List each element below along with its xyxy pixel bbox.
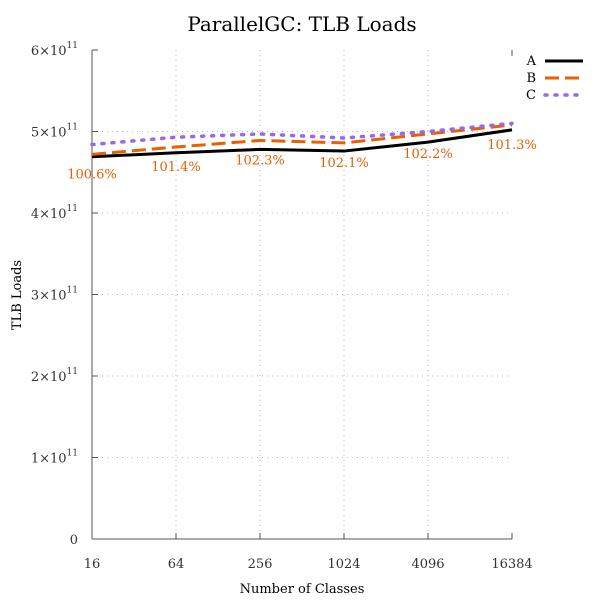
x-axis-label: Number of Classes [240,582,365,597]
x-tick-label: 1024 [327,557,360,572]
x-tick-label: 256 [248,557,273,572]
grid-lines [92,50,512,539]
annotation-label: 102.1% [319,156,369,171]
x-tick-label: 4096 [411,557,444,572]
annotation-label: 100.6% [67,167,117,182]
x-tick-label: 64 [168,557,185,572]
annotation-label: 102.2% [403,147,453,162]
y-tick-label: 0 [70,533,78,548]
x-tick-label: 16384 [491,557,532,572]
legend-label-b: B [526,71,536,86]
annotations: 100.6% 101.4% 102.3% 102.1% 102.2% 101.3% [67,138,537,182]
y-tick-label: 4×1011 [31,204,78,222]
annotation-label: 101.4% [151,160,201,175]
legend-label-a: A [526,54,537,69]
y-tick-label: 2×1011 [31,367,78,385]
legend: ABC [526,54,583,103]
x-axis-ticks: 16 64 256 1024 4096 16384 [84,50,533,572]
y-tick-label: 1×1011 [31,449,78,467]
chart-title: ParallelGC: TLB Loads [187,12,416,36]
annotation-label: 101.3% [487,138,537,153]
y-tick-label: 6×1011 [31,41,78,59]
y-axis-label: TLB Loads [10,260,25,330]
legend-label-c: C [526,88,536,103]
annotation-label: 102.3% [235,153,285,168]
y-axis-ticks: 0 1×1011 2×1011 3×1011 4×1011 5×1011 6×1011 [31,41,98,548]
y-tick-label: 3×1011 [31,286,78,304]
x-tick-label: 16 [84,557,101,572]
y-tick-label: 5×1011 [31,123,78,141]
